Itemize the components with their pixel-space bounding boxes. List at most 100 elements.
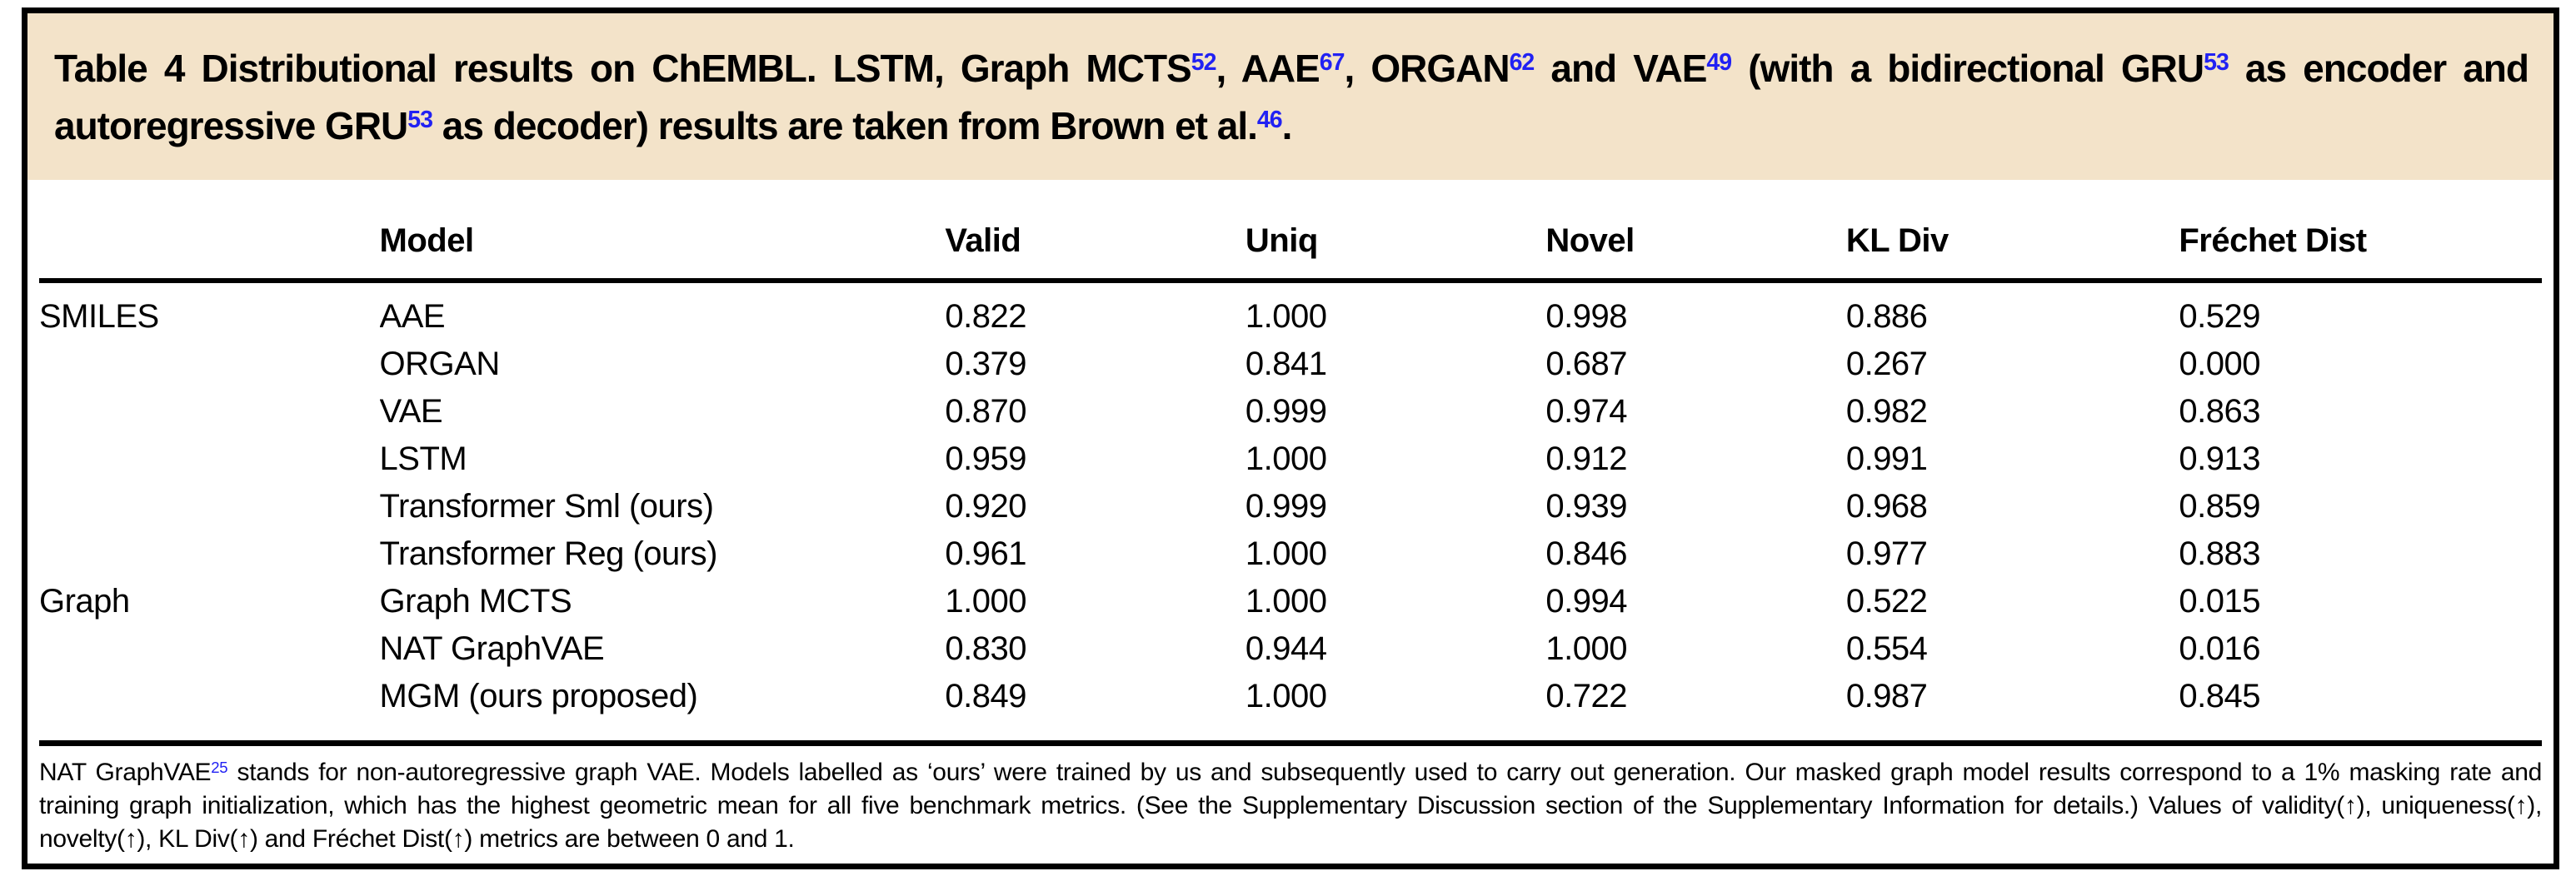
cell-kl-div: 0.554 [1845, 630, 1928, 667]
cell-model: AAE [379, 298, 446, 335]
results-table: Model Valid Uniq Novel KL Div Fréchet Di… [39, 180, 2542, 746]
cell-uniq: 1.000 [1245, 441, 1327, 477]
table-row: NAT GraphVAE 0.830 0.944 1.000 0.554 0.016 [39, 625, 2542, 673]
cell-valid: 1.000 [945, 583, 1027, 620]
cell-model: VAE [379, 393, 443, 430]
table-row: LSTM 0.959 1.000 0.912 0.991 0.913 [39, 436, 2542, 483]
column-header-model: Model [379, 180, 946, 283]
text-run: as encoder and autoregressive GRU [54, 47, 2529, 147]
cell-group [39, 388, 380, 436]
reference-link[interactable]: 67 [1319, 48, 1345, 76]
table-4-panel: Table 4 Distributional results on ChEMBL… [22, 7, 2559, 869]
reference-link[interactable]: 25 [211, 758, 228, 776]
table-row: Transformer Sml (ours) 0.920 0.999 0.939 0.9… [39, 483, 2542, 530]
cell-novel: 0.687 [1545, 346, 1627, 382]
cell-novel: 0.722 [1545, 678, 1627, 714]
table-footnote-text: NAT GraphVAE25 stands for non-autoregres… [39, 756, 2542, 856]
cell-frechet-dist: 0.000 [2179, 346, 2260, 382]
table-footnote: NAT GraphVAE25 stands for non-autoregres… [39, 746, 2542, 856]
cell-uniq: 1.000 [1245, 583, 1327, 620]
text-run: as decoder) results are taken from Brown… [432, 104, 1258, 147]
cell-model: Graph MCTS [379, 583, 572, 620]
cell-group [39, 530, 380, 578]
cell-frechet-dist: 0.913 [2179, 441, 2260, 477]
reference-link[interactable]: 53 [2204, 48, 2229, 76]
cell-uniq: 1.000 [1245, 535, 1327, 572]
text-run: NAT GraphVAE [39, 759, 212, 786]
table-row: VAE 0.870 0.999 0.974 0.982 0.863 [39, 388, 2542, 436]
text-run: , AAE [1216, 47, 1320, 90]
cell-group [39, 483, 380, 530]
cell-frechet-dist: 0.859 [2179, 488, 2260, 525]
table-row: SMILES AAE 0.822 1.000 0.998 0.886 0.529 [39, 281, 2542, 341]
text-run: (with a bidirectional GRU [1731, 47, 2204, 90]
cell-frechet-dist: 0.016 [2179, 630, 2260, 667]
cell-frechet-dist: 0.863 [2179, 393, 2260, 430]
cell-group [39, 341, 380, 388]
cell-model: Transformer Sml (ours) [379, 488, 714, 525]
cell-group [39, 673, 380, 744]
table-row: Graph Graph MCTS 1.000 1.000 0.994 0.522 0.015 [39, 578, 2542, 625]
cell-group: SMILES [39, 298, 159, 335]
text-run: . [1281, 104, 1293, 147]
cell-kl-div: 0.968 [1845, 488, 1928, 525]
cell-frechet-dist: 0.883 [2179, 535, 2260, 572]
column-header-uniq: Uniq [1245, 180, 1546, 283]
header-row: Model Valid Uniq Novel KL Div Fréchet Di… [39, 180, 2542, 283]
cell-group [39, 625, 380, 673]
cell-valid: 0.961 [945, 535, 1027, 572]
cell-frechet-dist: 0.015 [2179, 583, 2260, 620]
cell-uniq: 1.000 [1245, 298, 1327, 335]
cell-model: Transformer Reg (ours) [379, 535, 718, 572]
cell-kl-div: 0.991 [1845, 441, 1928, 477]
table-zone: Model Valid Uniq Novel KL Div Fréchet Di… [39, 180, 2542, 746]
table-body: SMILES AAE 0.822 1.000 0.998 0.886 0.529 ORGAN 0… [39, 281, 2542, 744]
column-header-frechet-dist: Fréchet Dist [2179, 180, 2542, 283]
reference-link[interactable]: 62 [1509, 48, 1535, 76]
table-caption: Table 4 Distributional results on ChEMBL… [27, 13, 2554, 180]
cell-valid: 0.870 [945, 393, 1027, 430]
cell-kl-div: 0.522 [1845, 583, 1928, 620]
table-caption-text: Table 4 Distributional results on ChEMBL… [54, 40, 2529, 155]
cell-uniq: 0.999 [1245, 393, 1327, 430]
reference-link[interactable]: 46 [1256, 106, 1283, 133]
column-header-novel: Novel [1545, 180, 1846, 283]
cell-model: LSTM [379, 441, 467, 477]
reference-link[interactable]: 52 [1191, 48, 1217, 76]
cell-valid: 0.822 [945, 298, 1027, 335]
cell-valid: 0.830 [945, 630, 1027, 667]
cell-uniq: 0.944 [1245, 630, 1327, 667]
column-header-valid: Valid [945, 180, 1246, 283]
cell-frechet-dist: 0.845 [2179, 678, 2260, 714]
cell-novel: 0.994 [1545, 583, 1627, 620]
cell-kl-div: 0.886 [1845, 298, 1928, 335]
cell-kl-div: 0.267 [1845, 346, 1928, 382]
cell-valid: 0.379 [945, 346, 1027, 382]
cell-model: ORGAN [379, 346, 501, 382]
text-run: stands for non-autoregressive graph VAE.… [39, 759, 2542, 853]
reference-link[interactable]: 49 [1706, 48, 1732, 76]
text-run: , ORGAN [1344, 47, 1510, 90]
cell-novel: 0.939 [1545, 488, 1627, 525]
cell-novel: 0.974 [1545, 393, 1627, 430]
cell-novel: 0.846 [1545, 535, 1627, 572]
table-row: MGM (ours proposed) 0.849 1.000 0.722 0.987 0… [39, 673, 2542, 744]
cell-model: MGM (ours proposed) [379, 678, 698, 714]
cell-frechet-dist: 0.529 [2179, 298, 2260, 335]
cell-kl-div: 0.987 [1845, 678, 1928, 714]
cell-model: NAT GraphVAE [379, 630, 605, 667]
reference-link[interactable]: 53 [407, 106, 433, 133]
cell-group [39, 436, 380, 483]
table-row: ORGAN 0.379 0.841 0.687 0.267 0.000 [39, 341, 2542, 388]
cell-novel: 0.912 [1545, 441, 1627, 477]
text-run: and VAE [1534, 47, 1707, 90]
text-run: Table 4 Distributional results on ChEMBL… [54, 47, 1192, 90]
cell-group: Graph [39, 583, 130, 620]
cell-novel: 1.000 [1545, 630, 1627, 667]
column-header-kl-div: KL Div [1845, 180, 2179, 283]
column-header-group [39, 180, 380, 283]
cell-uniq: 0.841 [1245, 346, 1327, 382]
cell-novel: 0.998 [1545, 298, 1627, 335]
cell-kl-div: 0.982 [1845, 393, 1928, 430]
